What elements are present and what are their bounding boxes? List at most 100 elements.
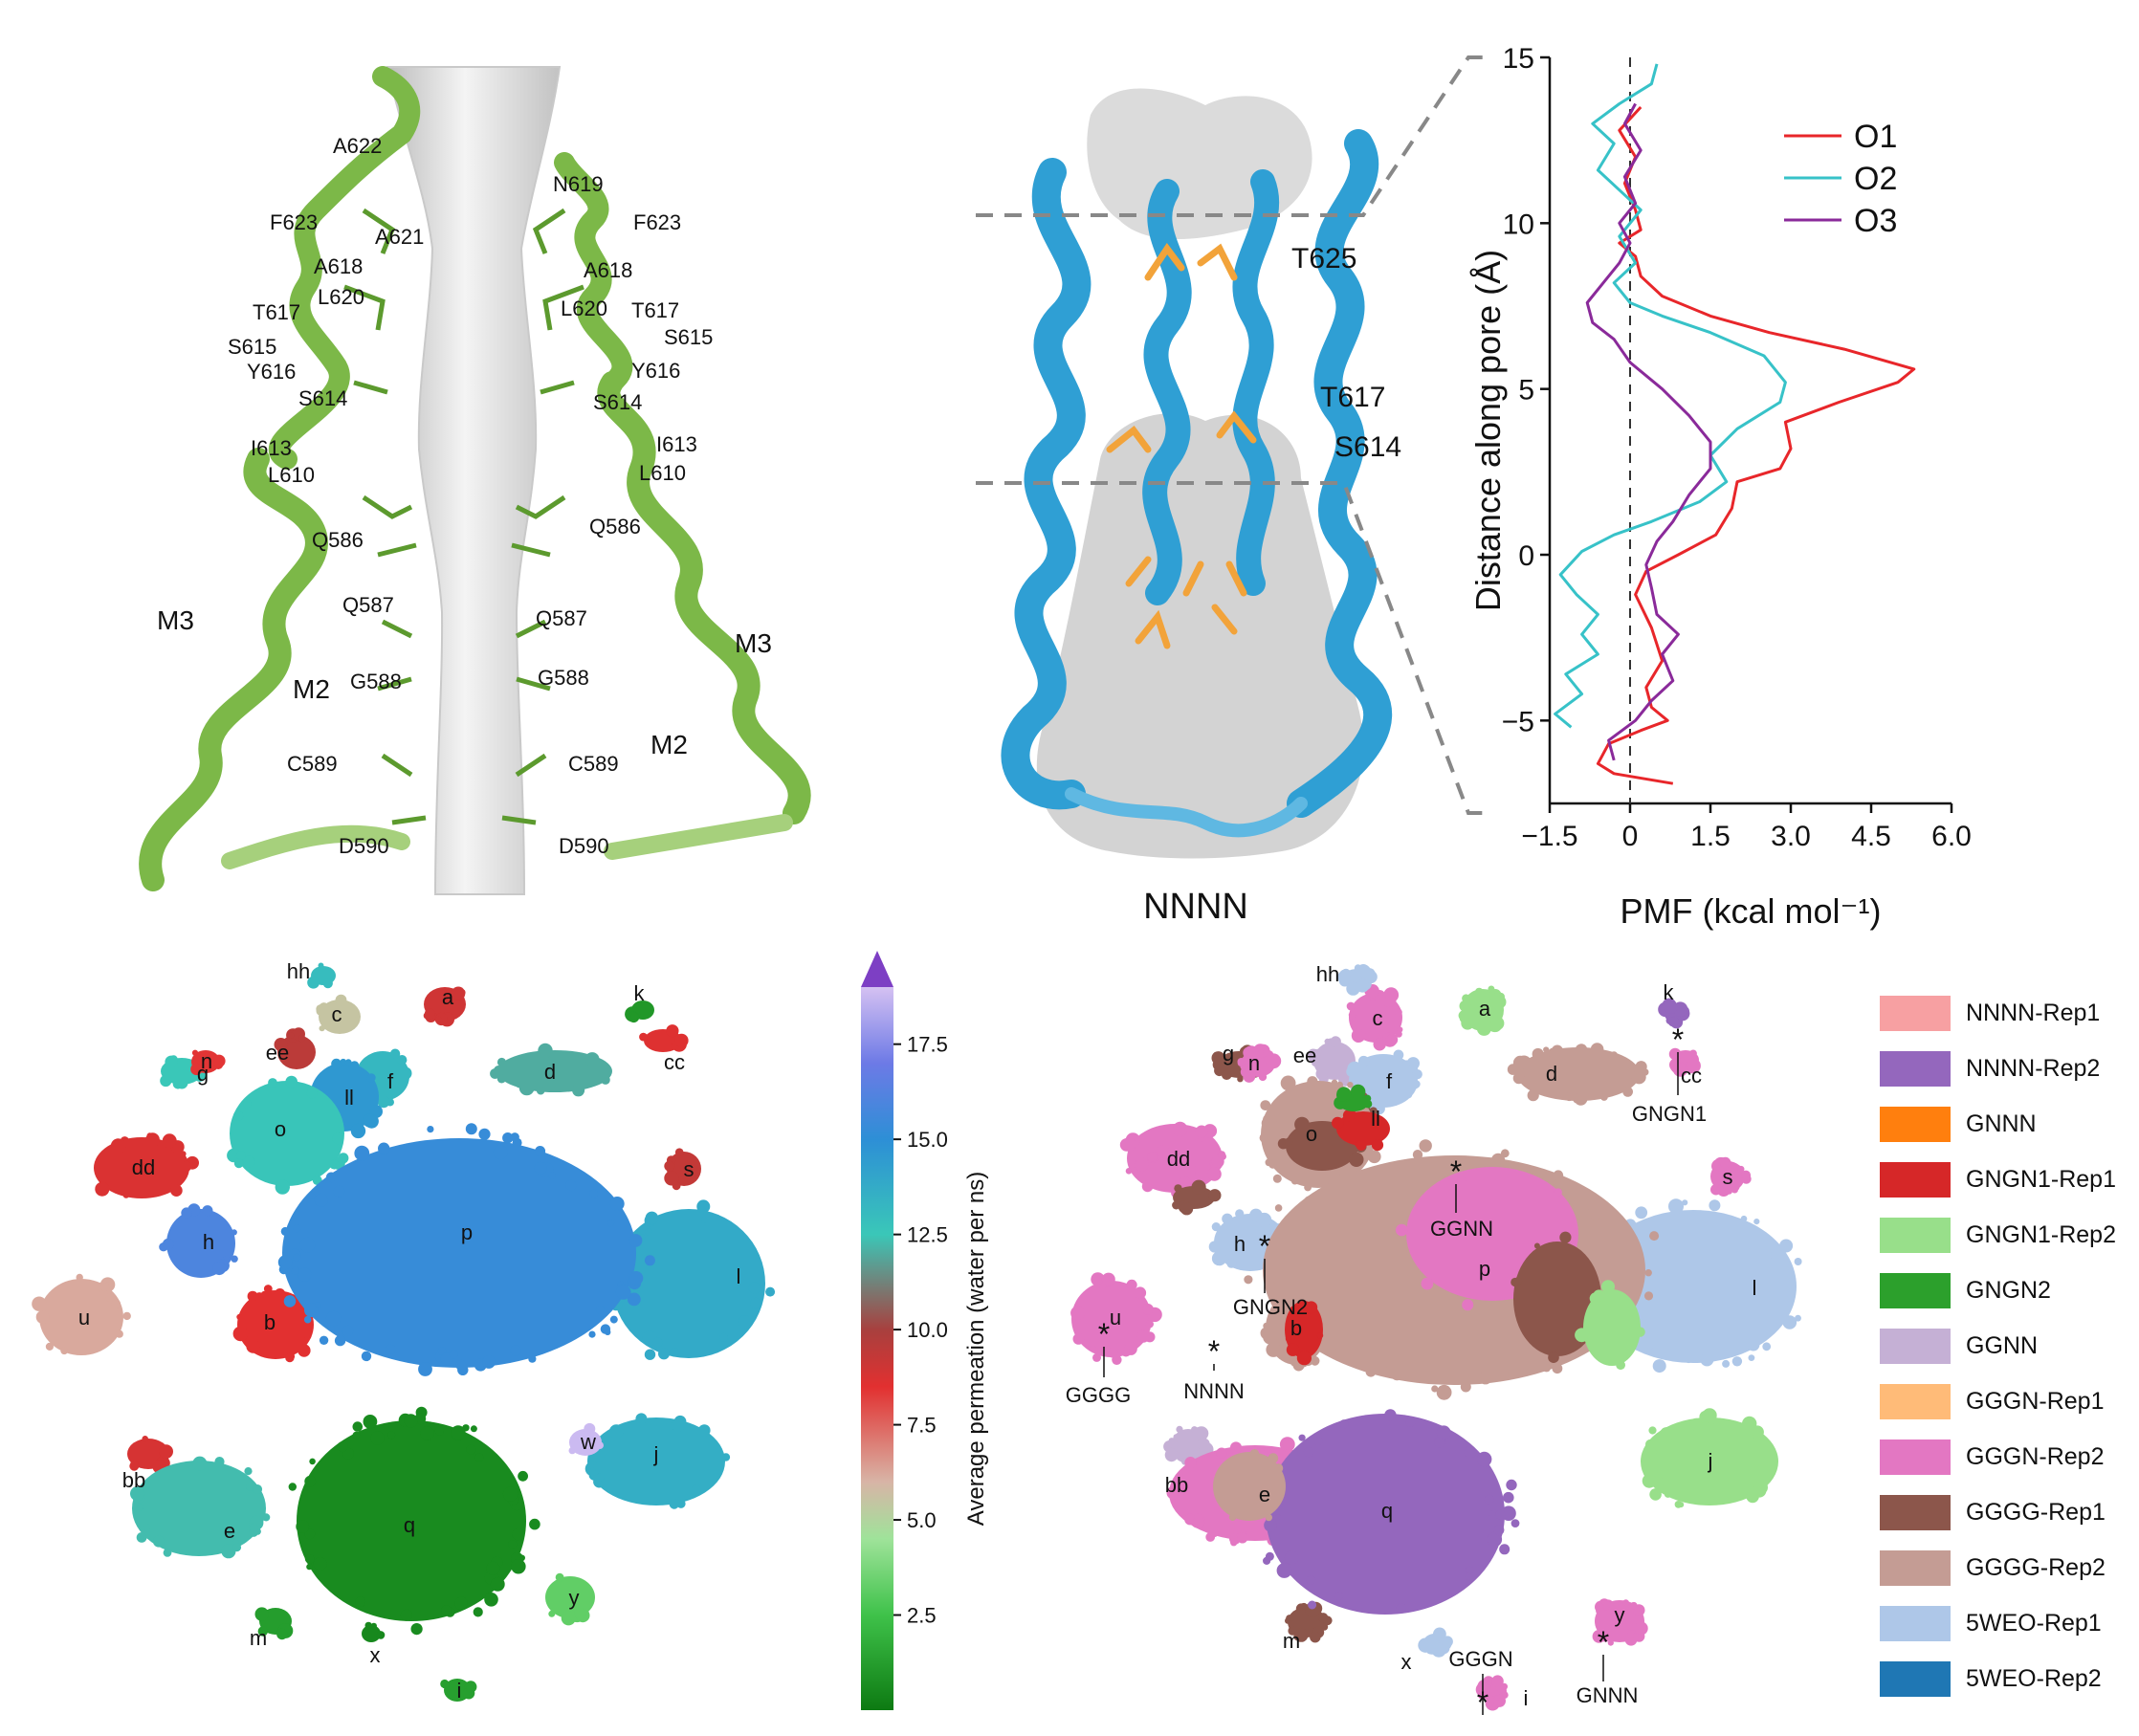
cluster-q-edge-point — [473, 1607, 483, 1617]
y-tick-label: 15 — [1503, 43, 1534, 75]
cluster-c-edge-point — [1348, 1011, 1356, 1020]
cluster-q-edge-point — [410, 1623, 423, 1636]
legend-label: O3 — [1854, 203, 1897, 239]
residue-label: A618 — [314, 254, 363, 278]
cluster-j-edge-point — [721, 1453, 731, 1461]
cluster-j-edge-point — [691, 1484, 701, 1494]
cluster-a-edge-point — [435, 1016, 442, 1022]
cluster-p-edge-point — [1479, 1372, 1492, 1385]
cluster-p-edge-point — [298, 1267, 312, 1282]
cluster-e-edge-point — [214, 1457, 225, 1467]
cluster-q-edge-point — [451, 1425, 466, 1440]
cluster-o-edge-point — [329, 1159, 340, 1170]
cluster-o-edge-point — [227, 1148, 241, 1163]
residue-label: Q586 — [589, 515, 641, 538]
cluster-l-edge-point — [1779, 1239, 1794, 1253]
cluster-overlay-edge-point — [1548, 1351, 1559, 1363]
cluster-overlay-edge-point — [1513, 1277, 1523, 1286]
cluster-overlay-edge-point — [1147, 1152, 1158, 1162]
cluster-p-edge-point — [325, 1310, 342, 1327]
annotation-label: GGNN — [1430, 1217, 1493, 1241]
cluster-i-edge-point — [1500, 1682, 1508, 1690]
cluster-dd-edge-point — [145, 1132, 160, 1147]
cluster-ee-edge-point — [1315, 1067, 1329, 1080]
cluster-n-edge-point — [1263, 1048, 1271, 1057]
helix-label: M3 — [157, 605, 194, 635]
cluster-ee-edge-point — [298, 1034, 306, 1043]
cluster-d-edge-point — [1635, 1061, 1647, 1073]
cluster-q-edge-point — [441, 1605, 452, 1615]
cluster-l-edge-point — [1635, 1206, 1648, 1220]
cluster-l-edge-point — [658, 1348, 670, 1360]
cluster-a-edge-point — [424, 1008, 435, 1020]
cluster-u-edge-point — [1145, 1320, 1154, 1329]
cluster-q-edge-point — [529, 1518, 540, 1530]
cluster-p-edge-point — [1643, 1291, 1654, 1301]
cluster-label-x: x — [370, 1643, 381, 1667]
cluster-l-edge-point — [1740, 1215, 1748, 1222]
cluster-label-e: e — [224, 1519, 235, 1543]
cluster-label-k: k — [1664, 980, 1675, 1004]
cluster-p-edge-point — [361, 1351, 372, 1362]
cluster-p-edge-point — [314, 1193, 328, 1207]
cluster-l-edge-point — [701, 1216, 708, 1223]
cluster-q-edge-point — [304, 1553, 315, 1564]
colorbar-tick-label: 10.0 — [907, 1318, 948, 1342]
cluster-l-edge-point — [1748, 1354, 1755, 1361]
cluster-p-edge-point — [510, 1345, 521, 1356]
cluster-q-edge-point — [306, 1563, 313, 1571]
cluster-dd-edge-point — [1195, 1125, 1208, 1138]
cluster-p-edge-point — [1577, 1198, 1591, 1212]
cluster-o-edge-point — [1290, 1176, 1299, 1185]
cluster-e-edge-point — [130, 1486, 145, 1502]
cluster-p-edge-point — [1390, 1368, 1403, 1381]
cluster-overlay-edge-point — [1285, 1335, 1292, 1342]
cluster-j-edge-point — [1645, 1439, 1656, 1450]
cluster-overlay-edge-point — [1294, 1116, 1310, 1132]
cluster-x-edge-point — [370, 1622, 377, 1630]
x-tick-label: 1.5 — [1690, 821, 1731, 852]
cluster-bb-edge-point — [1164, 1448, 1179, 1462]
residue-label: Q586 — [312, 528, 364, 552]
cluster-overlay-edge-point — [1268, 1453, 1279, 1463]
cluster-u-edge-point — [1072, 1333, 1085, 1345]
cluster-h-edge-point — [181, 1207, 192, 1219]
cluster-q-edge-point — [352, 1431, 361, 1439]
cluster-label-a: a — [1479, 997, 1491, 1021]
cluster-label-l: l — [1753, 1276, 1757, 1300]
cluster-n-edge-point — [190, 1063, 203, 1076]
cluster-e-edge-point — [192, 1456, 208, 1471]
cluster-x-edge-point — [364, 1621, 372, 1630]
cluster-label-bb: bb — [1165, 1473, 1188, 1497]
cluster-l-edge-point — [1753, 1219, 1760, 1225]
cluster-u-edge-point — [45, 1342, 55, 1351]
cluster-label-b: b — [1290, 1316, 1302, 1340]
cluster-label-o: o — [1306, 1122, 1317, 1146]
legend-label: GNGN1-Rep2 — [1966, 1220, 2116, 1248]
cluster-q-edge-point — [1503, 1491, 1514, 1504]
cluster-o-edge-point — [306, 1088, 318, 1099]
cluster-ee-edge-point — [274, 1038, 288, 1052]
cluster-p-edge-point — [482, 1355, 496, 1369]
cluster-l-edge-point — [748, 1282, 761, 1294]
legend-swatch — [1880, 1383, 1951, 1419]
cluster-overlay-edge-point — [1462, 1299, 1474, 1311]
pore-surface — [386, 66, 562, 895]
cluster-p-edge-point — [1460, 1381, 1471, 1393]
cluster-j-edge-point — [1649, 1488, 1662, 1501]
cluster-dd-edge-point — [1172, 1121, 1188, 1137]
cluster-o-edge-point — [242, 1099, 252, 1109]
cluster-dd-edge-point — [1207, 1167, 1222, 1181]
cluster-d-edge-point — [601, 1075, 610, 1085]
cluster-cc-edge-point — [1689, 1049, 1697, 1058]
cluster-overlay-edge-point — [1396, 1223, 1408, 1237]
cluster-label-m: m — [250, 1626, 267, 1650]
legend-label: GGGG-Rep2 — [1966, 1553, 2106, 1581]
cluster-overlay-edge-point — [1228, 1456, 1238, 1465]
cluster-g-edge-point — [172, 1079, 184, 1089]
cluster-y-edge-point — [1607, 1639, 1614, 1646]
legend-item: GGNN — [1880, 1318, 2128, 1373]
cluster-l-edge-point — [1747, 1338, 1760, 1351]
cluster-q-edge-point — [304, 1475, 317, 1487]
cluster-p-edge-point — [1415, 1361, 1426, 1373]
